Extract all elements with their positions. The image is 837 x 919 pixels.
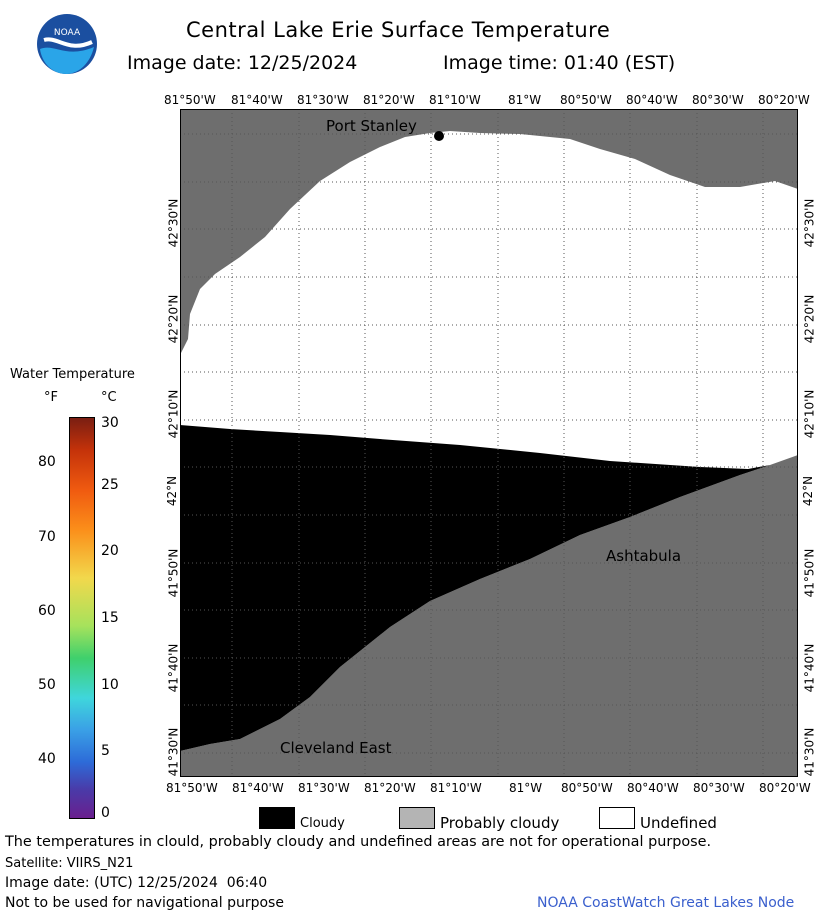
lon-tick: 81°W <box>509 781 543 795</box>
c-tick: 5 <box>101 743 110 759</box>
page-title: Central Lake Erie Surface Temperature <box>186 18 611 42</box>
lat-tick: 41°40'N <box>166 643 181 693</box>
place-port-stanley: Port Stanley <box>326 117 417 135</box>
lon-tick: 81°40'W <box>231 93 283 107</box>
lake-map: Port Stanley Ashtabula Cleveland East <box>180 109 798 777</box>
lon-tick: 81°W <box>508 93 542 107</box>
south-land <box>180 455 798 777</box>
lon-tick: 80°50'W <box>560 93 612 107</box>
lat-tick: 42°10'N <box>802 389 817 439</box>
place-ashtabula: Ashtabula <box>606 547 681 565</box>
lon-tick: 81°40'W <box>232 781 284 795</box>
c-tick: 10 <box>101 677 119 693</box>
place-cleveland-east: Cleveland East <box>280 739 392 757</box>
north-land <box>180 109 798 355</box>
lat-tick: 42°30'N <box>166 198 181 248</box>
colorbar <box>69 417 95 819</box>
f-tick: 60 <box>38 603 56 619</box>
utc-date-text: Image date: (UTC) 12/25/2024 06:40 <box>5 875 268 891</box>
c-tick: 25 <box>101 477 119 493</box>
lat-tick: 41°30'N <box>802 727 817 777</box>
satellite-text: Satellite: VIIRS_N21 <box>5 856 134 871</box>
legend-cloudy-label: Cloudy <box>300 816 345 831</box>
port-stanley-marker <box>434 131 444 141</box>
legend-probably-cloudy-label: Probably cloudy <box>440 814 560 832</box>
colorbar-unit-f: °F <box>44 390 58 405</box>
lat-tick: 42°20'N <box>802 294 817 344</box>
lon-tick: 81°50'W <box>166 781 218 795</box>
lon-tick: 81°20'W <box>364 781 416 795</box>
lon-tick: 81°30'W <box>297 93 349 107</box>
lat-tick: 41°30'N <box>166 727 181 777</box>
lon-tick: 80°40'W <box>627 781 679 795</box>
lon-tick: 80°20'W <box>758 93 810 107</box>
lon-tick: 80°30'W <box>693 781 745 795</box>
f-tick: 80 <box>38 454 56 470</box>
c-tick: 15 <box>101 610 119 626</box>
lon-tick: 81°30'W <box>298 781 350 795</box>
credit-text: NOAA CoastWatch Great Lakes Node <box>537 895 795 911</box>
nav-warning-text: Not to be used for navigational purpose <box>5 895 284 911</box>
lon-tick: 80°50'W <box>561 781 613 795</box>
lat-tick: 41°50'N <box>802 548 817 598</box>
cloudy-area <box>180 425 770 751</box>
legend-undefined-label: Undefined <box>640 814 717 832</box>
lat-tick: 42°N <box>165 475 180 507</box>
lat-tick: 41°40'N <box>802 643 817 693</box>
map-grid <box>180 109 798 777</box>
image-time: Image time: 01:40 (EST) <box>443 52 676 74</box>
lon-tick: 81°10'W <box>429 93 481 107</box>
legend-undefined-swatch <box>599 807 635 829</box>
lat-tick: 42°20'N <box>166 294 181 344</box>
image-date: Image date: 12/25/2024 <box>127 52 358 74</box>
lat-tick: 42°10'N <box>166 389 181 439</box>
noaa-logo: NOAA <box>36 13 98 75</box>
lon-tick: 81°20'W <box>363 93 415 107</box>
legend-cloudy-swatch <box>259 807 295 829</box>
lon-tick: 81°50'W <box>164 93 216 107</box>
lat-tick: 42°30'N <box>802 198 817 248</box>
lon-tick: 80°20'W <box>759 781 811 795</box>
f-tick: 40 <box>38 751 56 767</box>
colorbar-unit-c: °C <box>101 390 117 405</box>
c-tick: 20 <box>101 543 119 559</box>
c-tick: 0 <box>101 805 110 821</box>
lon-tick: 81°10'W <box>430 781 482 795</box>
disclaimer-text: The temperatures in clould, probably clo… <box>5 834 712 850</box>
f-tick: 50 <box>38 677 56 693</box>
lon-tick: 80°40'W <box>626 93 678 107</box>
lat-tick: 42°N <box>801 475 816 507</box>
colorbar-title: Water Temperature <box>10 367 135 382</box>
lon-tick: 80°30'W <box>692 93 744 107</box>
legend-probably-cloudy-swatch <box>399 807 435 829</box>
noaa-logo-text: NOAA <box>54 28 81 38</box>
c-tick: 30 <box>101 415 119 431</box>
lat-tick: 41°50'N <box>166 548 181 598</box>
f-tick: 70 <box>38 529 56 545</box>
